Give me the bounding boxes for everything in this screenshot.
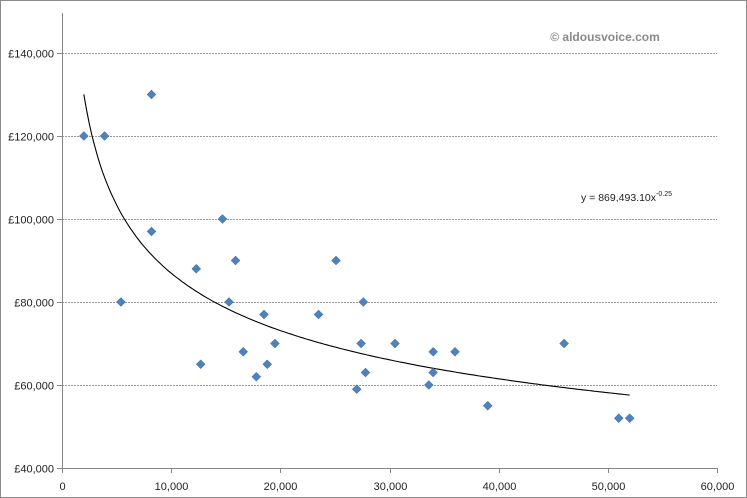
data-point-diamond — [559, 338, 570, 349]
data-point-diamond — [217, 214, 228, 224]
data-point-diamond — [230, 255, 241, 266]
gridlines — [62, 53, 717, 386]
data-point-diamond — [146, 226, 157, 237]
x-tick-label: 60,000 — [701, 481, 735, 493]
data-point-diamond — [331, 255, 341, 266]
data-point-diamond — [450, 346, 460, 357]
y-tick-label: £140,000 — [8, 49, 54, 61]
data-point-diamond — [358, 297, 369, 307]
data-point-diamond — [270, 338, 280, 349]
data-point-diamond — [262, 359, 273, 370]
y-tick-label: £40,000 — [14, 464, 54, 476]
data-point-diamond — [482, 400, 493, 411]
x-tick-label: 0 — [59, 481, 65, 493]
data-point-diamond — [390, 338, 400, 349]
data-point-diamond — [116, 297, 126, 307]
y-tick-label: £80,000 — [14, 298, 54, 310]
data-point-diamond — [99, 131, 110, 141]
data-point-diamond — [356, 338, 366, 349]
data-point-diamond — [360, 367, 371, 378]
watermark-text: © aldousvoice.com — [550, 30, 660, 44]
data-point-diamond — [259, 309, 269, 320]
equation-exponent: -0.25 — [656, 191, 672, 198]
data-point-diamond — [191, 263, 202, 274]
data-point-diamond — [78, 131, 89, 141]
data-point-diamond — [146, 89, 157, 100]
x-tick-label: 10,000 — [155, 481, 189, 493]
data-point-diamond — [351, 384, 362, 395]
x-tick-label: 30,000 — [374, 481, 408, 493]
data-point-diamond — [195, 359, 206, 370]
data-point-diamond — [428, 367, 439, 378]
x-tick-label: 40,000 — [483, 481, 517, 493]
data-points — [78, 89, 635, 424]
data-point-diamond — [613, 413, 624, 424]
trendline-curve — [83, 94, 630, 396]
data-point-diamond — [251, 371, 262, 382]
axes: £40,000 £60,000 £80,000 £100,000 £120,000 £14… — [8, 13, 734, 493]
y-tick-label: £100,000 — [8, 215, 54, 227]
trendline-equation: y = 869,493.10x-0.25 — [581, 191, 672, 204]
x-tick-label: 20,000 — [264, 481, 298, 493]
data-point-diamond — [423, 380, 434, 390]
data-point-diamond — [624, 413, 635, 424]
data-point-diamond — [313, 309, 324, 320]
equation-base: y = 869,493.10x — [581, 192, 657, 204]
data-point-diamond — [238, 346, 249, 357]
data-point-diamond — [224, 297, 234, 307]
y-tick-label: £60,000 — [14, 381, 54, 393]
x-tick-label: 50,000 — [592, 481, 626, 493]
trendline — [83, 94, 630, 396]
y-tick-label: £120,000 — [8, 132, 54, 144]
data-point-diamond — [428, 346, 439, 357]
